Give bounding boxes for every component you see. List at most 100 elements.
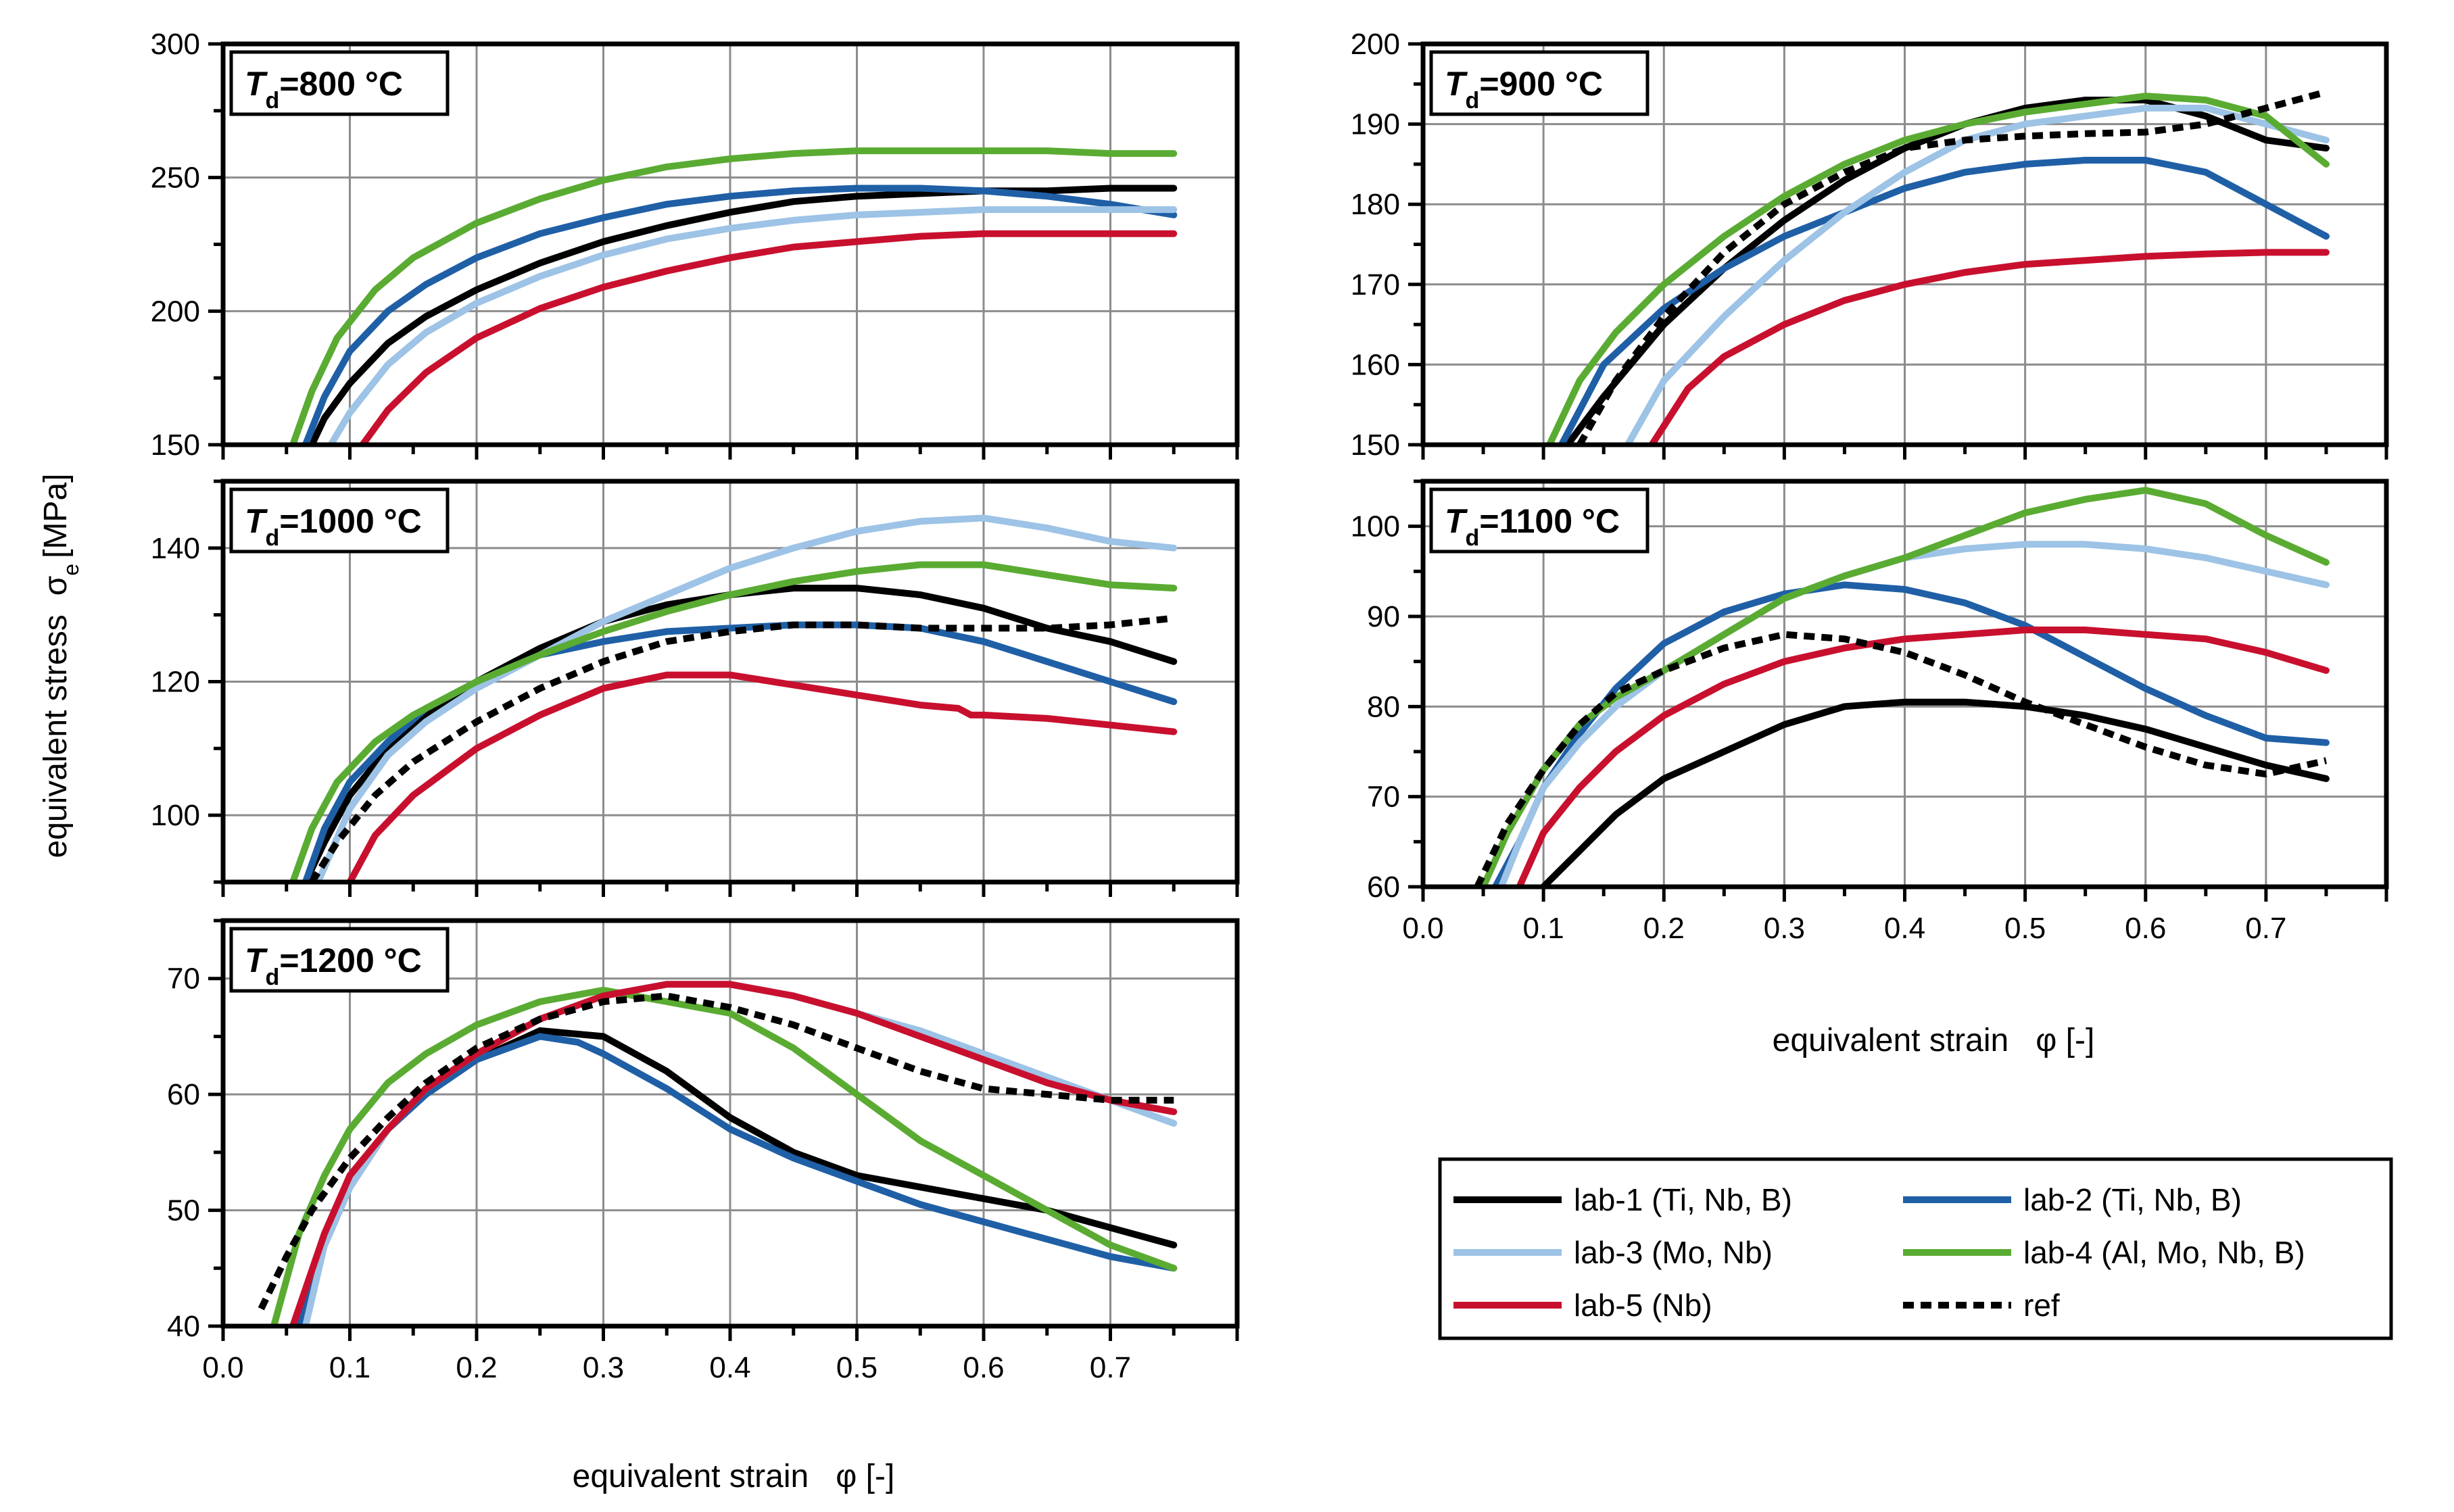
x-tick-label: 0.6: [2125, 912, 2166, 945]
y-tick-label: 200: [151, 295, 200, 328]
plot-frame: [220, 918, 1240, 1329]
x-tick-label: 0.2: [456, 1351, 497, 1384]
plot-frame: [220, 41, 1240, 447]
plot-frame: [1420, 41, 2389, 447]
series-line-ref: [309, 614, 1174, 882]
y-tick-label: 190: [1351, 108, 1400, 141]
legend-item: lab-4 (Al, Mo, Nb, B): [1903, 1235, 2305, 1270]
legend-label: lab-1 (Ti, Nb, B): [1574, 1182, 1792, 1217]
series-line-ref: [1577, 89, 2328, 445]
panel-1100c: 60 70 80 90 100 0.0 0.1 0.2 0.3 0.4 0.5 0.6 0.7 Td=11…: [1351, 479, 2389, 945]
legend-item: lab-1 (Ti, Nb, B): [1453, 1182, 1792, 1217]
y-axis-title: equivalent stress σe [MPa]: [38, 474, 83, 858]
panel-label-sub: d: [266, 965, 280, 990]
series-line-lab-3: [314, 514, 1178, 882]
panel-label-prefix: T: [1445, 65, 1468, 103]
panel-label-text: Td=1200 °C: [245, 942, 422, 990]
series-line-lab-2: [1558, 157, 2330, 445]
x-tick-label: 0.1: [329, 1351, 370, 1384]
panel-label-1000c: Td=1000 °C: [229, 487, 450, 554]
series-line-lab-4: [1480, 487, 2330, 887]
series-line-lab-5: [359, 230, 1178, 445]
x-tick-label: 0.6: [963, 1351, 1004, 1384]
panel-label-value: =800 °C: [279, 65, 403, 103]
x-axis-title-left-text: equivalent strain: [573, 1459, 809, 1494]
y-tick-label: 60: [1367, 871, 1400, 904]
x-axis-title-left: equivalent strain φ [-]: [573, 1459, 895, 1494]
panel-label-box: [1429, 487, 1650, 554]
series-line-lab-1: [1564, 97, 2330, 445]
y-axis-title-prefix: equivalent stress: [38, 614, 74, 858]
panel-label-sub: d: [266, 88, 280, 114]
x-tick-label: 0.0: [202, 1351, 243, 1384]
panel-label-sub: d: [1466, 525, 1480, 551]
x-tick-label: 0.5: [836, 1351, 877, 1384]
series-line-lab-1: [302, 585, 1178, 882]
legend: lab-1 (Ti, Nb, B) lab-2 (Ti, Nb, B) lab-3 …: [1438, 1157, 2393, 1340]
x-tick-label: 0.3: [1764, 912, 1805, 945]
panel-1000c: 100 120 140 Td=1000 °C: [151, 479, 1240, 897]
legend-item: lab-5 (Nb): [1453, 1288, 1712, 1323]
x-tick-label: 0.3: [583, 1351, 624, 1384]
panel-label-value: =1000 °C: [279, 502, 421, 540]
panel-label-prefix: T: [245, 942, 268, 979]
y-tick-label: 160: [1351, 348, 1400, 381]
series-line-lab-2: [302, 185, 1178, 445]
series-group: [1546, 89, 2330, 445]
panel-1200c: 40 50 60 70 0.0 0.1 0.2 0.3 0.4 0.5 0.6 0.7 Td=1200 …: [167, 918, 1240, 1384]
x-axis-title-right-text: equivalent strain: [1773, 1023, 2009, 1058]
series-group: [1474, 487, 2330, 887]
legend-item: lab-2 (Ti, Nb, B): [1903, 1182, 2242, 1217]
y-tick-label: 180: [1351, 188, 1400, 221]
series-line-lab-4: [289, 147, 1178, 445]
plot-frame: [220, 479, 1240, 885]
series-group: [289, 514, 1178, 882]
x-tick-label: 0.1: [1523, 912, 1564, 945]
y-tick-label: 140: [151, 532, 200, 565]
panel-label-prefix: T: [1445, 502, 1468, 540]
series-line-lab-5: [346, 671, 1178, 882]
y-tick-label: 300: [151, 28, 200, 61]
x-tick-label: 0.7: [1090, 1351, 1131, 1384]
x-axis-title-right: equivalent strain φ [-]: [1773, 1023, 2095, 1058]
y-tick-label: 100: [1351, 510, 1400, 543]
panel-label-text: Td=1100 °C: [1445, 502, 1620, 551]
series-line-lab-3: [327, 206, 1178, 445]
y-axis-symbol: σ: [38, 576, 74, 596]
x-axis-title-right-symbol: φ [-]: [2036, 1023, 2094, 1058]
series-line-lab-4: [1546, 93, 2330, 445]
series-line-lab-5: [1648, 249, 2330, 445]
plot-frame: [1420, 479, 2389, 889]
panel-label-box: [1429, 50, 1650, 116]
x-tick-label: 0.7: [2245, 912, 2286, 945]
y-tick-label: 150: [1351, 429, 1400, 462]
series-group: [289, 147, 1178, 445]
x-tick-label: 0.4: [709, 1351, 750, 1384]
legend-label: lab-4 (Al, Mo, Nb, B): [2023, 1235, 2305, 1270]
panel-800c: 150 200 250 300 Td=800 °C: [151, 28, 1240, 462]
x-tick-label: 0.4: [1884, 912, 1925, 945]
panel-label-value: =1100 °C: [1479, 502, 1620, 540]
y-tick-label: 60: [167, 1078, 200, 1111]
legend-label: lab-2 (Ti, Nb, B): [2023, 1182, 2242, 1217]
y-axis-unit: [MPa]: [38, 474, 74, 558]
y-axis-symbol-sub: e: [59, 564, 83, 576]
panel-label-value: =1200 °C: [279, 942, 421, 979]
legend-label: lab-3 (Mo, Nb): [1574, 1235, 1773, 1270]
y-tick-label: 200: [1351, 28, 1400, 61]
panel-label-1100c: Td=1100 °C: [1429, 487, 1650, 554]
x-tick-label: 0.5: [2004, 912, 2046, 945]
legend-label: ref: [2023, 1288, 2060, 1323]
x-axis-title-left-symbol: φ [-]: [836, 1459, 894, 1494]
y-tick-label: 100: [151, 799, 200, 832]
panel-label-box: [229, 50, 450, 116]
legend-box: [1438, 1157, 2393, 1340]
y-tick-label: 250: [151, 162, 200, 195]
series-line-ref: [258, 992, 1174, 1311]
series-line-lab-1: [1540, 698, 2330, 887]
panel-label-800c: Td=800 °C: [229, 50, 450, 116]
series-group: [258, 981, 1178, 1326]
panel-label-value: =900 °C: [1479, 65, 1603, 103]
y-tick-label: 80: [1367, 690, 1400, 723]
